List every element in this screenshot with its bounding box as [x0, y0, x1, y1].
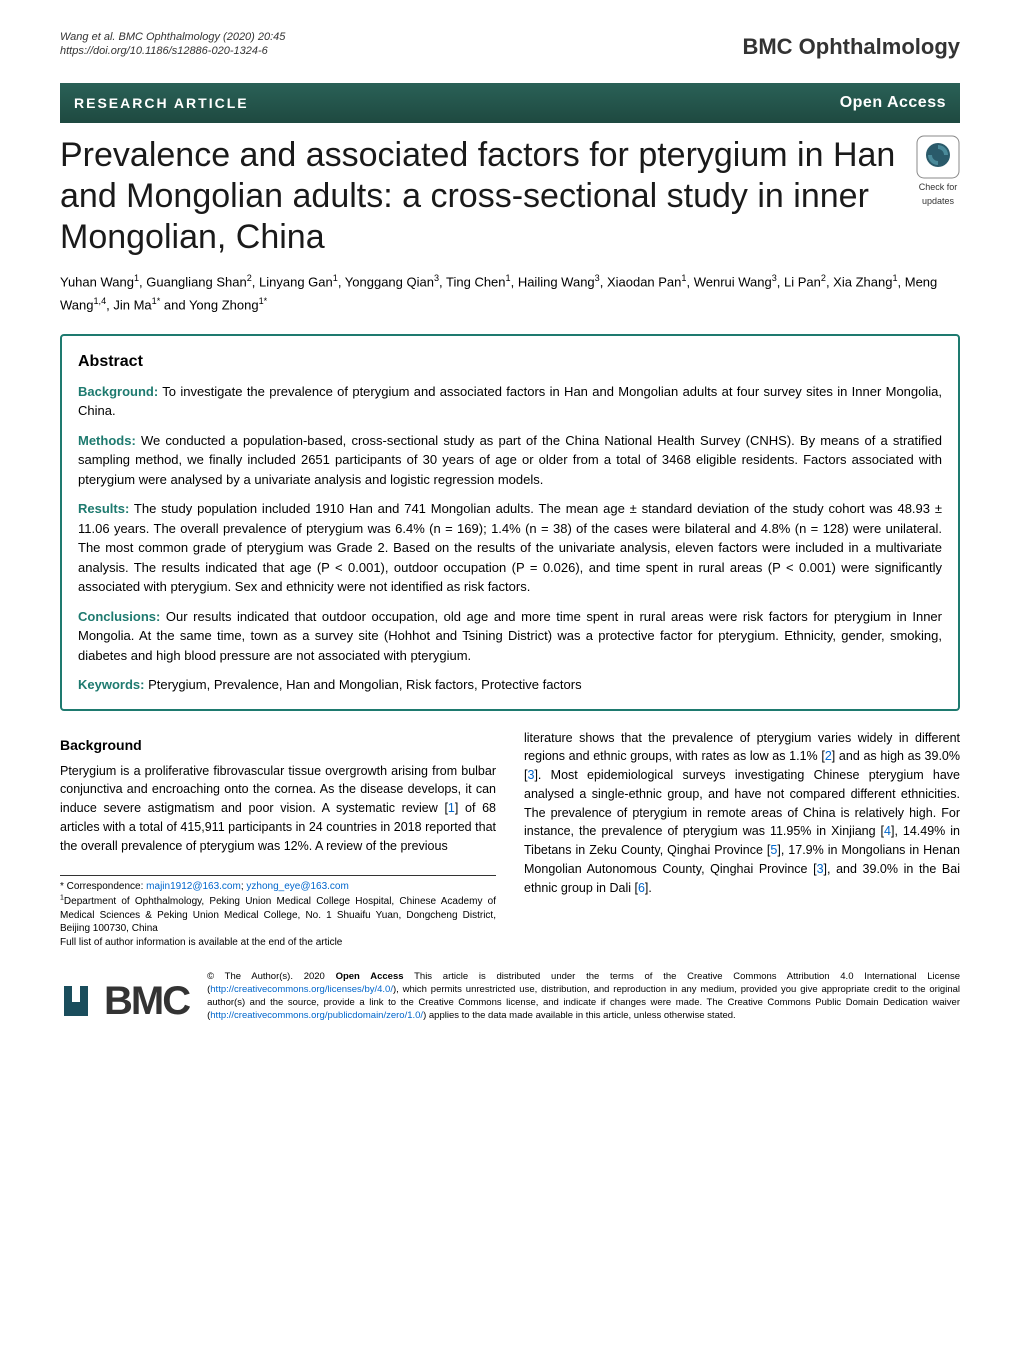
corr-full-list: Full list of author information is avail…: [60, 937, 342, 948]
abstract-conclusions: Conclusions: Our results indicated that …: [78, 607, 942, 666]
abstract-background: Background: To investigate the prevalenc…: [78, 382, 942, 421]
abstract-kw-label: Keywords:: [78, 677, 144, 692]
citation-line2: https://doi.org/10.1186/s12886-020-1324-…: [60, 45, 268, 57]
article-type-label: RESEARCH ARTICLE: [74, 93, 249, 114]
bmc-logo-icon: [60, 982, 98, 1020]
abstract-c-label: Conclusions:: [78, 609, 160, 624]
abstract-r-text: The study population included 1910 Han a…: [78, 501, 942, 594]
corr-email2[interactable]: yzhong_eye@163.com: [246, 881, 348, 892]
column-right: literature shows that the prevalence of …: [524, 729, 960, 950]
correspondence-block: * Correspondence: majin1912@163.com; yzh…: [60, 875, 496, 949]
authors: Yuhan Wang1, Guangliang Shan2, Linyang G…: [60, 271, 960, 315]
title-section: Prevalence and associated factors for pt…: [60, 135, 960, 257]
column-left: Background Pterygium is a proliferative …: [60, 729, 496, 950]
article-type-bar: RESEARCH ARTICLE Open Access: [60, 83, 960, 123]
abstract-bg-label: Background:: [78, 384, 158, 399]
corr-prefix: * Correspondence:: [60, 881, 146, 892]
background-heading: Background: [60, 735, 496, 756]
abstract-methods: Methods: We conducted a population-based…: [78, 431, 942, 490]
citation: Wang et al. BMC Ophthalmology (2020) 20:…: [60, 30, 285, 59]
corr-affil: 1Department of Ophthalmology, Peking Uni…: [60, 896, 496, 934]
journal-brand: BMC Ophthalmology: [742, 30, 960, 63]
abstract-box: Abstract Background: To investigate the …: [60, 334, 960, 711]
corr-email1[interactable]: majin1912@163.com: [146, 881, 241, 892]
abstract-results: Results: The study population included 1…: [78, 499, 942, 597]
abstract-r-label: Results:: [78, 501, 129, 516]
license-text: © The Author(s). 2020 Open Access This a…: [207, 971, 960, 1022]
check-updates-badge[interactable]: Check for updates: [916, 135, 960, 208]
citation-line1: Wang et al. BMC Ophthalmology (2020) 20:…: [60, 31, 285, 43]
abstract-m-label: Methods:: [78, 433, 136, 448]
abstract-kw-text: Pterygium, Prevalence, Han and Mongolian…: [144, 677, 581, 692]
abstract-c-text: Our results indicated that outdoor occup…: [78, 609, 942, 663]
abstract-m-text: We conducted a population-based, cross-s…: [78, 433, 942, 487]
bmc-logo-text: BMC: [104, 971, 189, 1031]
bmc-logo: BMC: [60, 971, 189, 1031]
abstract-keywords: Keywords: Pterygium, Prevalence, Han and…: [78, 675, 942, 695]
open-access-label: Open Access: [840, 91, 946, 115]
check-updates-line1: Check for: [919, 182, 958, 192]
abstract-bg-text: To investigate the prevalence of pterygi…: [78, 384, 942, 419]
background-col2: literature shows that the prevalence of …: [524, 729, 960, 898]
background-col1: Pterygium is a proliferative fibrovascul…: [60, 762, 496, 856]
check-updates-icon: [916, 135, 960, 179]
header-row: Wang et al. BMC Ophthalmology (2020) 20:…: [60, 30, 960, 63]
footer: BMC © The Author(s). 2020 Open Access Th…: [60, 971, 960, 1031]
body-columns: Background Pterygium is a proliferative …: [60, 729, 960, 950]
abstract-heading: Abstract: [78, 350, 942, 374]
article-title: Prevalence and associated factors for pt…: [60, 135, 902, 257]
check-updates-line2: updates: [922, 196, 954, 206]
